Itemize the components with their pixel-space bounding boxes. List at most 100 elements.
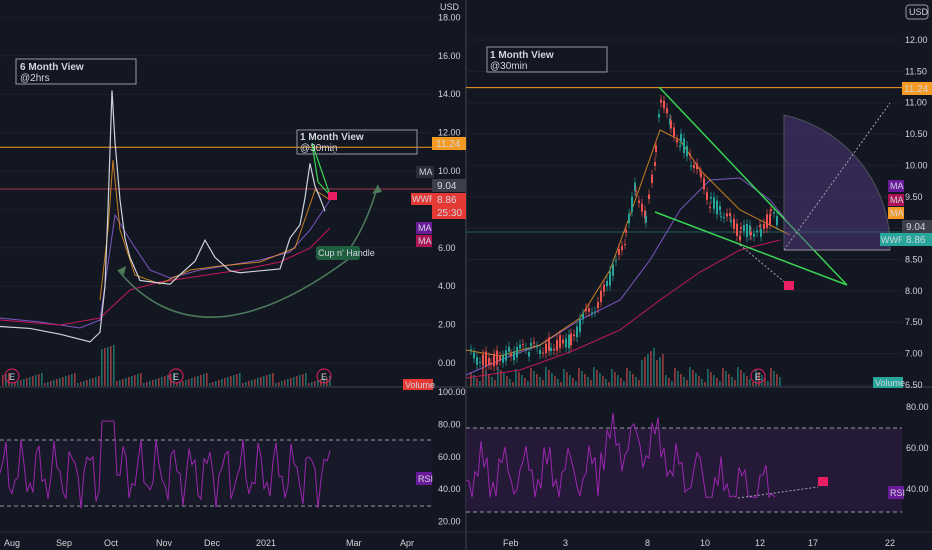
earnings-marker: E [173, 372, 179, 382]
left-price-series [0, 90, 326, 343]
volume-bar [185, 380, 187, 386]
volume-bar [506, 376, 508, 386]
left-grid [0, 16, 432, 364]
volume-bar [95, 377, 97, 386]
volume-bar [575, 381, 577, 386]
volume-bar [755, 369, 757, 386]
volume-bar [554, 376, 556, 386]
candle-body [508, 346, 510, 352]
volume-bar [29, 377, 31, 386]
volume-bar [317, 380, 319, 386]
candle-body [746, 223, 748, 237]
right-ma-purple [465, 177, 791, 376]
volume-bar [107, 347, 109, 386]
candle-body [644, 210, 646, 219]
price-tick: 11.00 [905, 98, 927, 108]
volume-bar [515, 369, 517, 386]
candle-body [648, 194, 650, 200]
time-tick: 3 [563, 538, 568, 548]
candle-body [635, 191, 637, 193]
candle-body [573, 334, 575, 336]
handle-arrow-head [372, 185, 382, 194]
candle-body [703, 178, 705, 190]
volume-bar [509, 379, 511, 386]
candle-body [720, 216, 722, 218]
volume-bar [662, 354, 664, 386]
candle-body [763, 223, 765, 229]
candle-body [776, 216, 778, 226]
price-tick: 7.50 [905, 317, 923, 327]
candle-body [609, 271, 611, 286]
volume-bar [629, 371, 631, 386]
volume-bar [470, 372, 472, 386]
right-ma3: MA [890, 208, 904, 218]
candle-body [736, 223, 738, 236]
right-price: 9.04 [906, 222, 926, 233]
candle-body [690, 165, 692, 167]
left-volume-label: Volume [405, 380, 435, 390]
volume-bar [203, 374, 205, 386]
volume-bar [692, 370, 694, 386]
volume-bar [560, 382, 562, 386]
volume-bar [626, 368, 628, 386]
volume-bar [650, 351, 652, 386]
volume-bar [32, 376, 34, 386]
candle-body [631, 196, 633, 212]
left-ma3: MA [418, 236, 432, 246]
volume-bar [47, 382, 49, 386]
right-rsi-flag-icon [818, 477, 828, 486]
volume-bar [257, 378, 259, 386]
volume-bar [263, 376, 265, 386]
candle-body [686, 145, 688, 157]
volume-bar [269, 374, 271, 386]
candle-body [693, 164, 695, 169]
volume-bar [479, 381, 481, 386]
volume-bar [593, 367, 595, 386]
candle-body [663, 100, 665, 109]
volume-bar [179, 382, 181, 386]
price-tick: 11.50 [905, 66, 927, 76]
right-candles [470, 94, 778, 372]
right-volume-label: Volume [875, 378, 905, 388]
left-wwr: WWR [412, 194, 436, 204]
volume-bar [146, 382, 148, 386]
volume-bar [767, 381, 769, 386]
volume-bar [131, 376, 133, 386]
volume-bar [605, 379, 607, 386]
left-wwr-value: 8.86 [437, 195, 457, 206]
volume-bar [110, 346, 112, 386]
time-tick: 10 [700, 538, 710, 548]
left-ma-red [0, 227, 331, 326]
volume-bar [518, 372, 520, 386]
volume-bar [218, 380, 220, 386]
volume-bar [44, 383, 46, 386]
volume-bar [149, 381, 151, 386]
cup-arrow-head [118, 266, 126, 275]
candle-body [730, 220, 732, 223]
candle-body [553, 348, 555, 351]
volume-bar [242, 383, 244, 386]
volume-bar [287, 379, 289, 386]
volume-bar [56, 379, 58, 386]
volume-bar [311, 382, 313, 386]
volume-bar [566, 372, 568, 386]
volume-bar [275, 383, 277, 386]
volume-bar [98, 376, 100, 386]
candle-body [533, 342, 535, 344]
price-tick: 18.00 [438, 12, 461, 22]
right-wedge-upper [658, 86, 848, 286]
candle-body [618, 249, 620, 256]
volume-bar [239, 373, 241, 386]
volume-bar [764, 378, 766, 386]
price-tick: 8.50 [905, 254, 923, 264]
volume-bar [590, 380, 592, 386]
left-view-title: 6 Month View [20, 62, 84, 73]
pattern-label: Cup n' Handle [318, 248, 375, 258]
candle-body [750, 231, 752, 236]
candle-body [600, 290, 602, 303]
volume-bar [485, 371, 487, 386]
left-inset-box [296, 129, 418, 155]
volume-bar [212, 382, 214, 386]
candle-body [597, 302, 599, 309]
candle-body [470, 349, 472, 351]
